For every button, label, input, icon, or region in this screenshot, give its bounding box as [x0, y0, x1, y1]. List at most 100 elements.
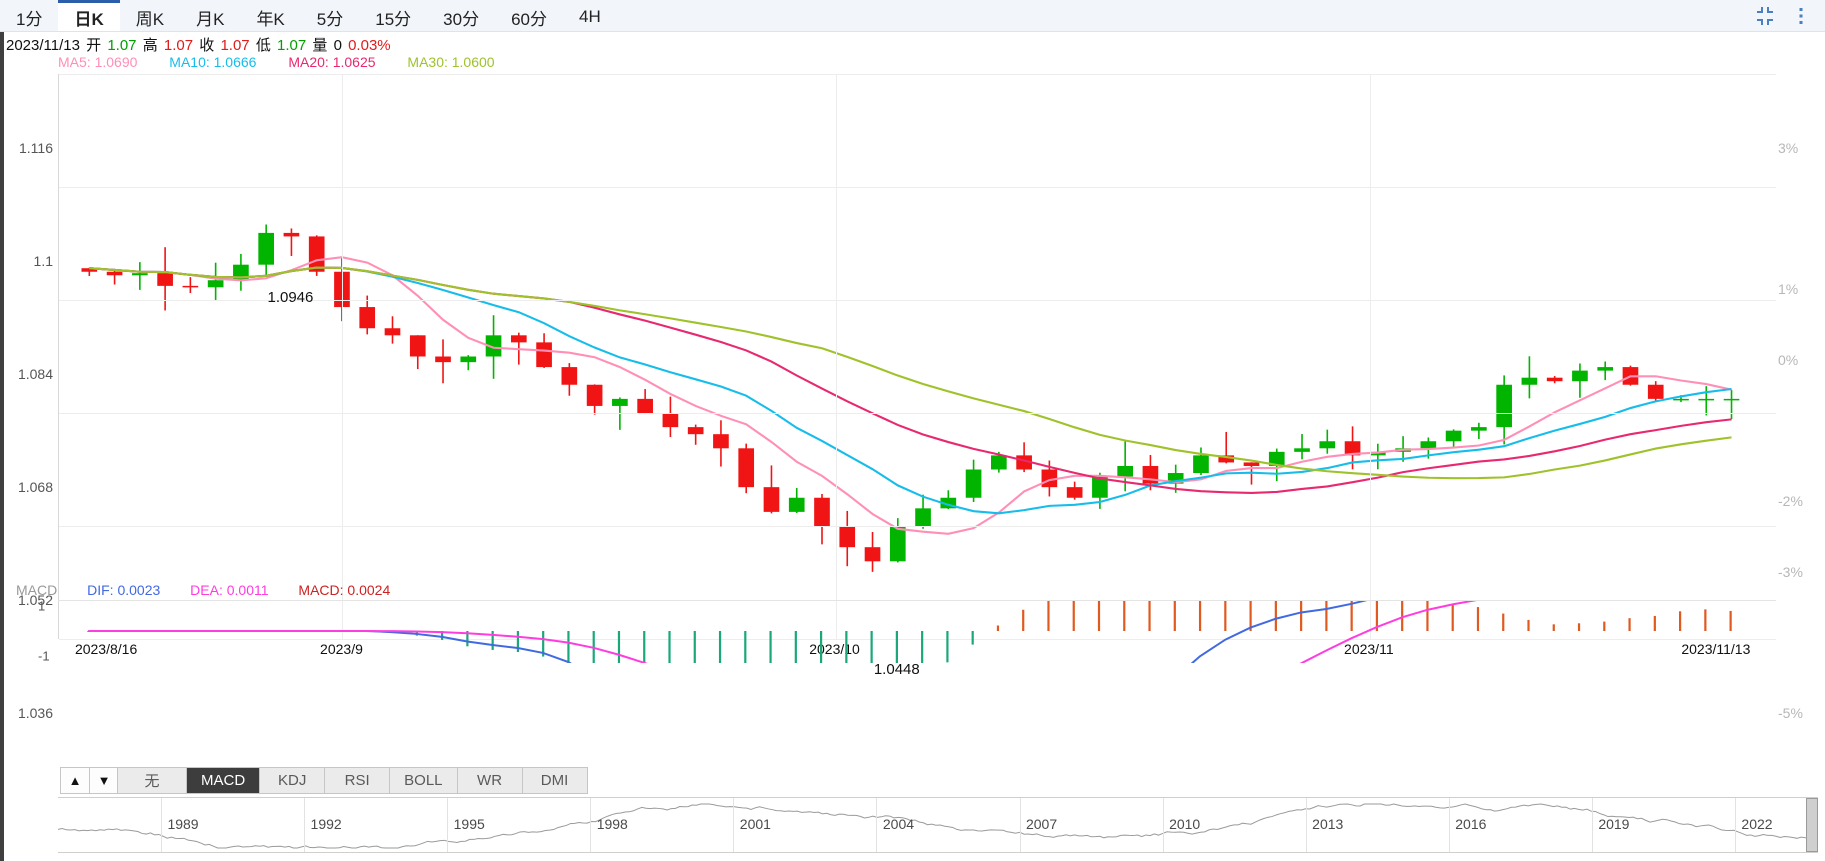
- percent-axis-label: 0%: [1778, 351, 1799, 368]
- overview-year-label: 2016: [1455, 816, 1487, 832]
- indicator-rsi-button[interactable]: RSI: [324, 767, 391, 794]
- tab-15m[interactable]: 15分: [375, 9, 412, 29]
- percent-axis-label: -5%: [1778, 705, 1803, 721]
- overview-gridline: [447, 798, 449, 852]
- toolbar-icons: [1755, 0, 1825, 31]
- left-rail: [0, 32, 4, 861]
- more-vertical-icon[interactable]: [1791, 6, 1811, 26]
- macd-axis-top: 1: [38, 598, 46, 614]
- price-axis-label: 1.052: [17, 592, 53, 608]
- scroll-down-button[interactable]: ▼: [89, 767, 119, 794]
- overview-gridline: [733, 798, 735, 852]
- tab-60m[interactable]: 60分: [511, 9, 548, 29]
- macd-legend-name: MACD: [16, 582, 58, 598]
- overview-year-label: 2001: [739, 816, 771, 832]
- overview-year-label: 2010: [1169, 816, 1201, 832]
- tab-yearly[interactable]: 年K: [256, 9, 285, 29]
- overview-scroll-handle[interactable]: [1806, 798, 1818, 852]
- tab-4h[interactable]: 4H: [579, 7, 601, 26]
- macd-legend: MACD DIF: 0.0023 DEA: 0.0011 MACD: 0.002…: [16, 582, 416, 598]
- overview-year-label: 1998: [596, 816, 628, 832]
- collapse-fullscreen-icon[interactable]: [1755, 6, 1775, 26]
- overview-gridline: [1448, 798, 1450, 852]
- tab-daily[interactable]: 日K: [58, 0, 120, 31]
- price-gridline: [59, 187, 1776, 188]
- ohlc-info-line: 2023/11/13 开 1.07 高 1.07 收 1.07 低 1.07 量…: [6, 34, 393, 55]
- indicator-kdj-button[interactable]: KDJ: [259, 767, 326, 794]
- price-axis-label: 1.116: [19, 140, 53, 156]
- overview-year-label: 2013: [1312, 816, 1344, 832]
- overview-gridline: [1591, 798, 1593, 852]
- info-change-pct: 0.03%: [348, 37, 391, 54]
- price-axis-label: 1.084: [17, 366, 53, 382]
- price-gridline: [59, 413, 1776, 414]
- overview-year-label: 2004: [882, 816, 915, 832]
- indicator-boll-button[interactable]: BOLL: [389, 767, 458, 794]
- percent-axis-label: -3%: [1778, 563, 1803, 580]
- time-axis-label: 2023/9: [320, 641, 363, 657]
- scroll-up-button[interactable]: ▲: [60, 767, 90, 794]
- tab-weekly[interactable]: 周K: [135, 9, 165, 29]
- info-open-value: 1.07: [107, 37, 137, 54]
- overview-sparkline: [57, 803, 1819, 849]
- info-open-label: 开: [86, 37, 102, 54]
- info-high-value: 1.07: [163, 37, 194, 54]
- tab-1m[interactable]: 1分: [16, 9, 43, 29]
- overview-gridline: [161, 798, 163, 852]
- percent-axis-label: 3%: [1778, 140, 1799, 156]
- ma5-legend: MA5: 1.0690: [58, 54, 138, 70]
- macd-axis-bottom: -1: [38, 648, 50, 664]
- time-axis-label: 2023/8/16: [74, 641, 138, 657]
- info-volume-label: 量: [312, 37, 328, 54]
- info-low-value: 1.07: [277, 37, 307, 54]
- price-gridline: [59, 300, 1776, 301]
- ma-legend: MA5: 1.0690 MA10: 1.0666 MA20: 1.0625 MA…: [58, 54, 523, 70]
- overview-year-label: 2022: [1741, 816, 1773, 832]
- price-gridline: [59, 74, 1776, 75]
- overview-gridline: [1019, 798, 1021, 852]
- overview-gridline: [1735, 798, 1736, 852]
- price-axis-label: 1.036: [17, 705, 53, 721]
- price-axis-label: 1.1: [33, 253, 53, 269]
- overview-year-label: 2019: [1598, 816, 1630, 832]
- info-high-label: 高: [142, 37, 158, 54]
- ma20-legend: MA20: 1.0625: [288, 54, 376, 70]
- indicator-button-row: ▲ ▼ 无 MACD KDJ RSI BOLL WR DMI: [60, 767, 588, 794]
- ma30-legend: MA30: 1.0600: [407, 54, 495, 70]
- high-price-annotation: 1.0946: [267, 288, 314, 306]
- overview-gridline: [590, 798, 592, 852]
- price-plot-area[interactable]: [58, 74, 1776, 640]
- macd-series: [87, 508, 1732, 778]
- info-date: 2023/11/13: [6, 37, 80, 54]
- price-gridline: [59, 639, 1776, 640]
- indicator-macd-button[interactable]: MACD: [186, 767, 261, 794]
- info-close-value: 1.07: [220, 37, 250, 54]
- time-gridline: [835, 74, 837, 639]
- tab-5m[interactable]: 5分: [316, 9, 344, 29]
- tab-30m[interactable]: 30分: [443, 9, 480, 29]
- timeframe-tabbar: 1分 日K 周K 月K 年K 5分 15分 30分 60分 4H: [0, 0, 1825, 32]
- indicator-wr-button[interactable]: WR: [456, 767, 523, 794]
- overview-year-label: 2007: [1025, 816, 1058, 832]
- tab-monthly[interactable]: 月K: [196, 9, 225, 29]
- overview-gridline: [876, 798, 878, 852]
- percent-axis-label: 1%: [1778, 281, 1799, 298]
- overview-year-label: 1995: [453, 816, 485, 832]
- time-gridline: [342, 74, 344, 639]
- history-overview-strip[interactable]: 1989 1992 1995 1998 2001 2004 2007 2010 2013 2016…: [57, 797, 1819, 853]
- candlestick-series: [81, 224, 1740, 572]
- ma10-legend: MA10: 1.0666: [169, 54, 257, 70]
- macd-dif-value: DIF: 0.0023: [87, 582, 161, 598]
- info-close-label: 收: [199, 37, 215, 54]
- time-gridline: [1369, 74, 1371, 639]
- macd-plot-area[interactable]: [58, 508, 1776, 778]
- time-axis-label: 2023/11/13: [1681, 641, 1751, 657]
- price-chart[interactable]: 1.116 1.1 1.084 1.068 1.052 1.036 3% 1% 0% -2% -3%…: [0, 74, 1825, 721]
- macd-dea-value: DEA: 0.0011: [190, 582, 269, 598]
- indicator-none-button[interactable]: 无: [117, 767, 187, 794]
- price-gridline: [59, 526, 1776, 527]
- indicator-dmi-button[interactable]: DMI: [521, 767, 588, 794]
- overview-gridline: [304, 798, 306, 852]
- macd-macd-value: MACD: 0.0024: [298, 582, 391, 598]
- ma-line-ma5: [89, 256, 1732, 535]
